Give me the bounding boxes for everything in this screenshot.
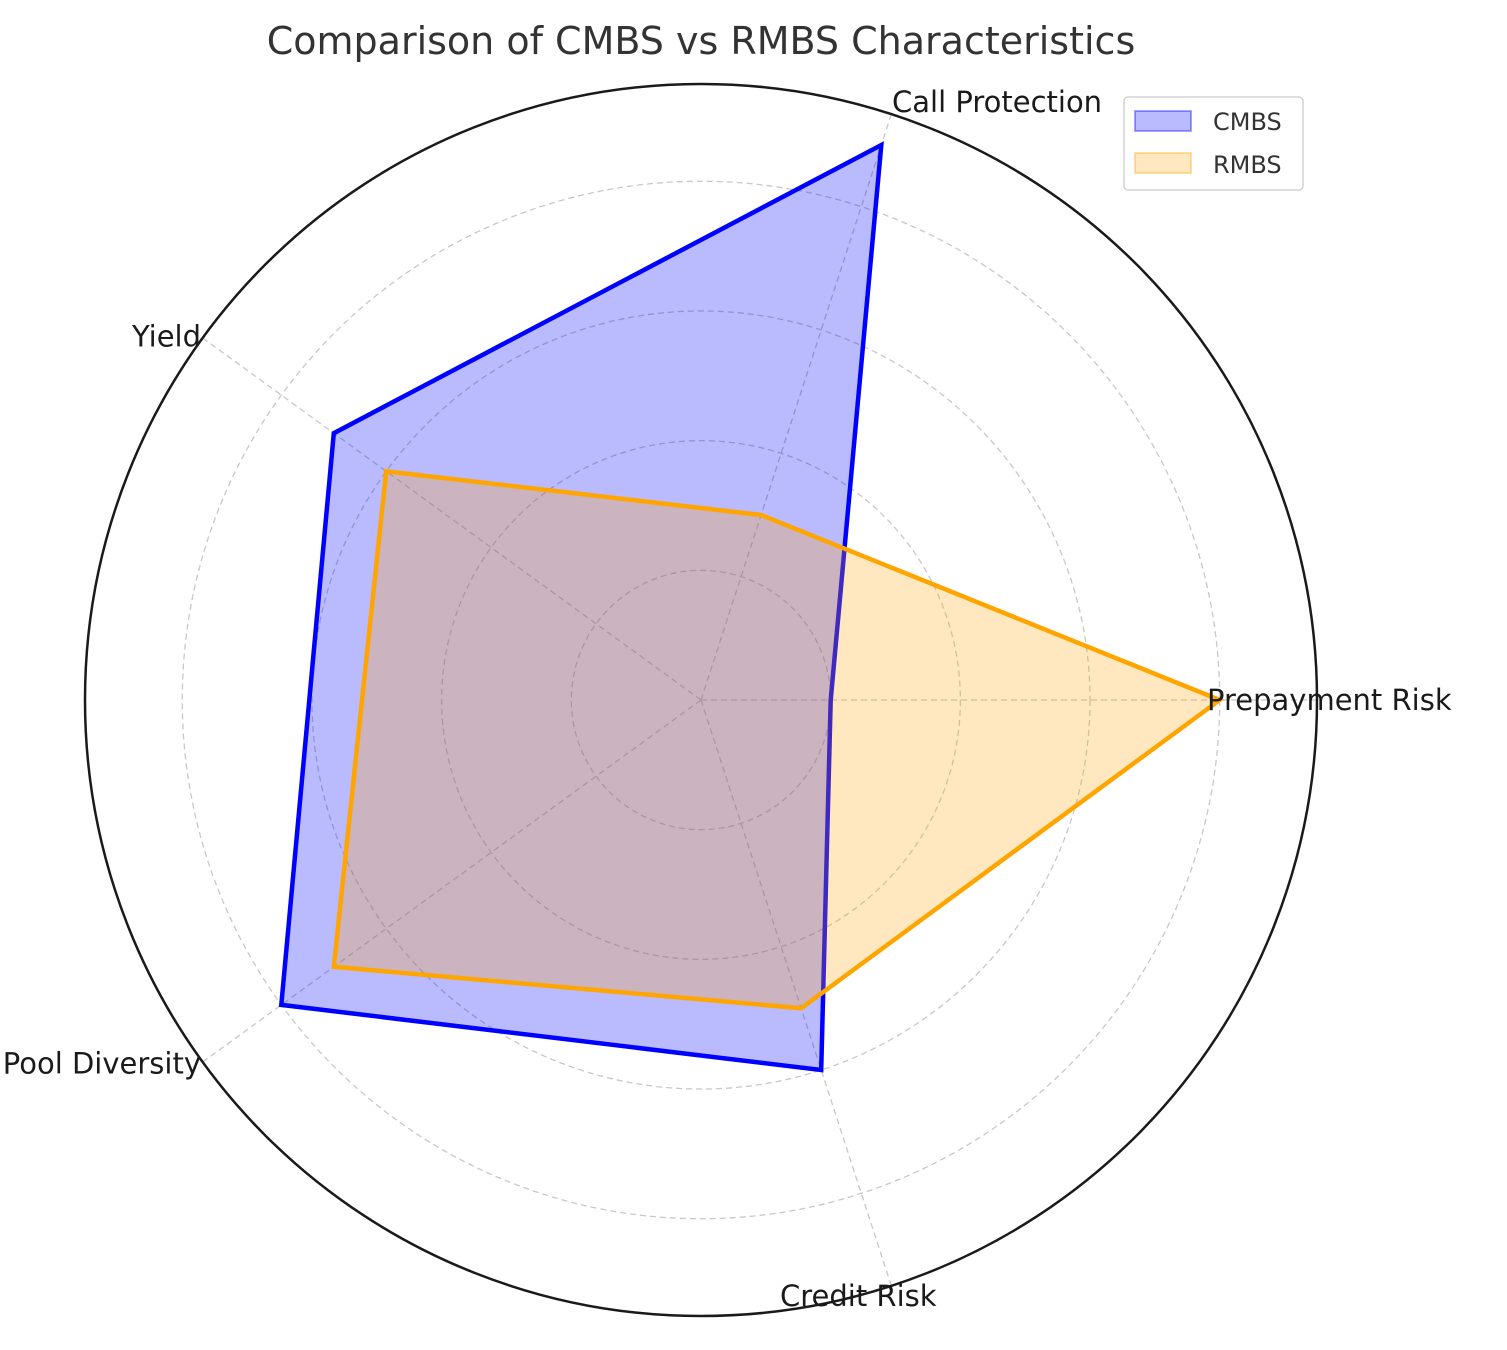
- axis-label-yield: Yield: [131, 320, 201, 354]
- legend-label-cmbs: CMBS: [1213, 108, 1282, 136]
- series-line-rmbs: [331, 468, 1225, 1011]
- legend-box: [1123, 96, 1304, 191]
- radar-series: [278, 141, 1225, 1073]
- legend-swatch-cmbs: [1134, 110, 1192, 132]
- legend-label-rmbs: RMBS: [1213, 151, 1282, 179]
- legend-swatch-rmbs: [1134, 152, 1192, 174]
- axis-label-credit-risk: Credit Risk: [780, 1279, 937, 1313]
- axis-label-loan-pool-diversity: Loan Pool Diversity: [0, 1046, 201, 1080]
- series-line-cmbs: [278, 141, 884, 1073]
- chart-title: Comparison of CMBS vs RMBS Characteristi…: [267, 19, 1136, 63]
- grid-ring: [440, 439, 962, 961]
- spoke-credit-risk: [700, 699, 892, 1287]
- axis-label-call-protection: Call Protection: [892, 85, 1102, 119]
- polar-frame: [83, 82, 1319, 1318]
- spoke-loan-pool-diversity: [202, 699, 702, 1063]
- spoke-call-protection: [700, 113, 892, 701]
- series-area-rmbs: [333, 471, 1220, 1009]
- legend: CMBS RMBS: [1123, 96, 1304, 191]
- radar-grid: [181, 113, 1317, 1287]
- axis-label-prepayment-risk: Prepayment Risk: [1207, 683, 1452, 717]
- axis-labels: Prepayment Risk Call Protection Yield Loan …: [0, 85, 1452, 1313]
- series-area-cmbs: [281, 145, 882, 1070]
- grid-ring: [311, 310, 1091, 1090]
- spoke-yield: [202, 337, 702, 701]
